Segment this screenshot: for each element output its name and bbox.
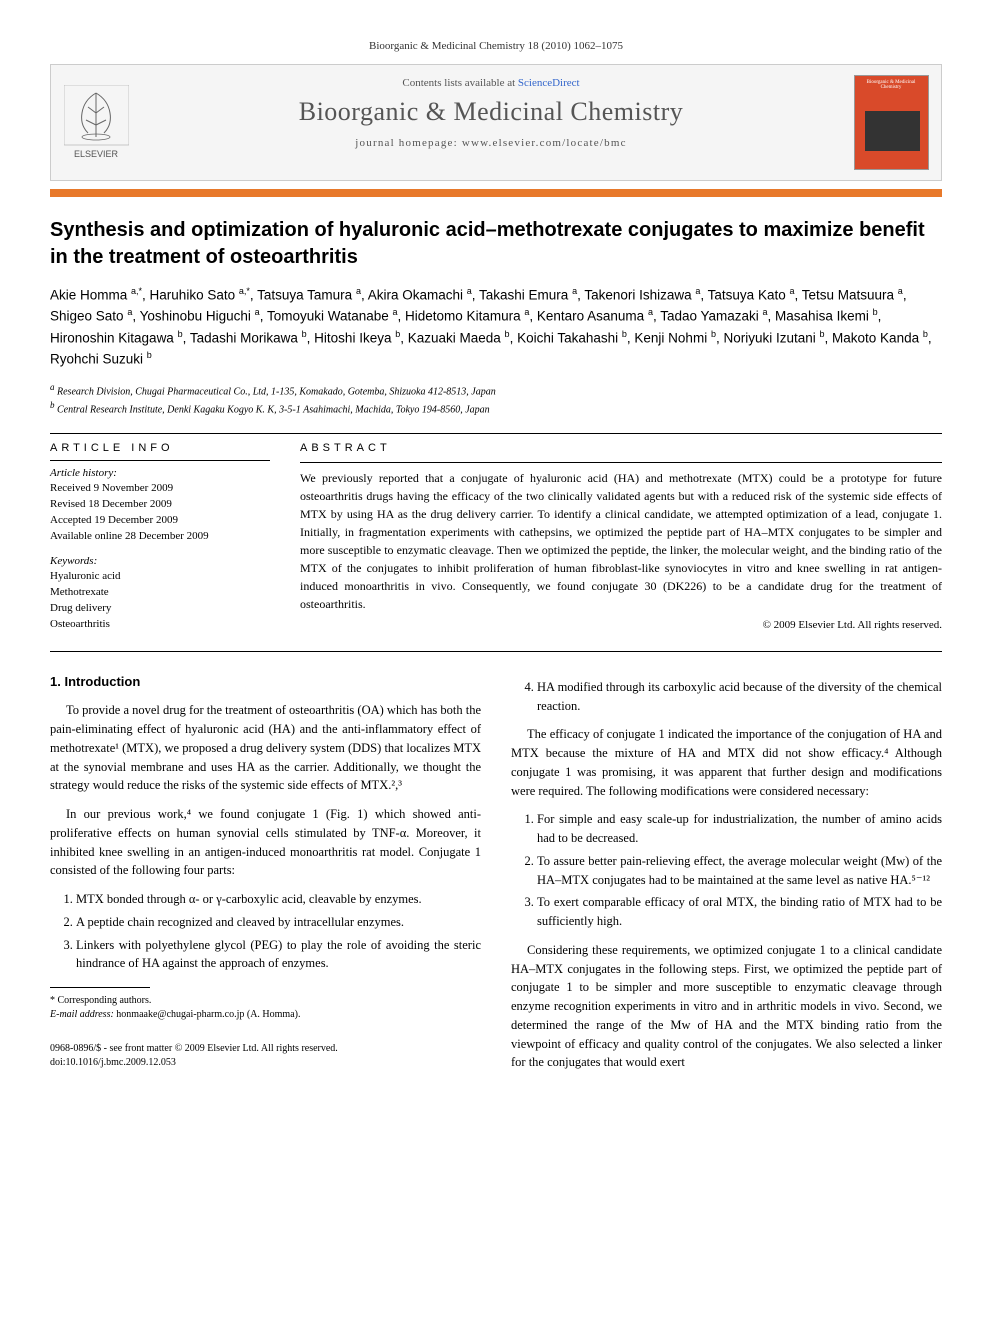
article-info-column: ARTICLE INFO Article history: Received 9… bbox=[50, 442, 270, 633]
journal-name: Bioorganic & Medicinal Chemistry bbox=[141, 97, 841, 127]
email-footnote: E-mail address: honmaake@chugai-pharm.co… bbox=[50, 1008, 481, 1022]
abstract-text: We previously reported that a conjugate … bbox=[300, 469, 942, 613]
contents-available-line: Contents lists available at ScienceDirec… bbox=[141, 77, 841, 89]
revised-date: Revised 18 December 2009 bbox=[50, 497, 270, 513]
abstract-divider bbox=[300, 462, 942, 463]
right-para-2: Considering these requirements, we optim… bbox=[511, 941, 942, 1072]
intro-para-1: To provide a novel drug for the treatmen… bbox=[50, 701, 481, 795]
received-date: Received 9 November 2009 bbox=[50, 481, 270, 497]
right-column: HA modified through its carboxylic acid … bbox=[511, 672, 942, 1082]
list-item: To exert comparable efficacy of oral MTX… bbox=[537, 893, 942, 931]
body-divider bbox=[50, 651, 942, 652]
header-center: Contents lists available at ScienceDirec… bbox=[141, 65, 841, 180]
keyword-2: Methotrexate bbox=[50, 585, 270, 601]
conjugate-parts-list-cont: HA modified through its carboxylic acid … bbox=[529, 678, 942, 716]
doi-line: doi:10.1016/j.bmc.2009.12.053 bbox=[50, 1056, 481, 1070]
corresponding-authors-note: * Corresponding authors. bbox=[50, 994, 481, 1008]
list-item: For simple and easy scale-up for industr… bbox=[537, 810, 942, 848]
cover-image-placeholder bbox=[865, 111, 920, 151]
list-item: MTX bonded through α- or γ-carboxylic ac… bbox=[76, 890, 481, 909]
intro-para-2: In our previous work,⁴ we found conjugat… bbox=[50, 805, 481, 880]
section-1-heading: 1. Introduction bbox=[50, 672, 481, 692]
abstract-column: ABSTRACT We previously reported that a c… bbox=[300, 442, 942, 633]
section-divider bbox=[50, 433, 942, 434]
email-label: E-mail address: bbox=[50, 1009, 114, 1020]
cover-title-text: Bioorganic & Medicinal Chemistry bbox=[859, 80, 924, 90]
list-item: Linkers with polyethylene glycol (PEG) t… bbox=[76, 936, 481, 974]
available-date: Available online 28 December 2009 bbox=[50, 529, 270, 545]
abstract-heading: ABSTRACT bbox=[300, 442, 942, 454]
accepted-date: Accepted 19 December 2009 bbox=[50, 513, 270, 529]
journal-homepage-link[interactable]: journal homepage: www.elsevier.com/locat… bbox=[141, 137, 841, 149]
keywords-heading: Keywords: bbox=[50, 555, 270, 567]
journal-cover-cell: Bioorganic & Medicinal Chemistry bbox=[841, 65, 941, 180]
accent-bar bbox=[50, 189, 942, 197]
affiliations-block: a Research Division, Chugai Pharmaceutic… bbox=[50, 381, 942, 418]
author-email-link[interactable]: honmaake@chugai-pharm.co.jp bbox=[116, 1009, 244, 1020]
contents-prefix: Contents lists available at bbox=[402, 77, 517, 89]
citation-line: Bioorganic & Medicinal Chemistry 18 (201… bbox=[50, 40, 942, 52]
email-attribution: (A. Homma). bbox=[247, 1009, 301, 1020]
affiliation-b: b Central Research Institute, Denki Kaga… bbox=[50, 399, 942, 417]
list-item: To assure better pain-relieving effect, … bbox=[537, 852, 942, 890]
keyword-3: Drug delivery bbox=[50, 601, 270, 617]
history-heading: Article history: bbox=[50, 467, 270, 479]
modifications-list: For simple and easy scale-up for industr… bbox=[529, 810, 942, 931]
journal-cover-thumbnail: Bioorganic & Medicinal Chemistry bbox=[854, 75, 929, 170]
keyword-1: Hyaluronic acid bbox=[50, 569, 270, 585]
footnote-separator bbox=[50, 987, 150, 988]
article-title: Synthesis and optimization of hyaluronic… bbox=[50, 217, 942, 271]
affiliation-a: a Research Division, Chugai Pharmaceutic… bbox=[50, 381, 942, 399]
info-divider bbox=[50, 460, 270, 461]
publisher-logo-cell: ELSEVIER bbox=[51, 65, 141, 180]
keyword-4: Osteoarthritis bbox=[50, 617, 270, 633]
list-item: HA modified through its carboxylic acid … bbox=[537, 678, 942, 716]
author-list: Akie Homma a,*, Haruhiko Sato a,*, Tatsu… bbox=[50, 285, 942, 371]
elsevier-tree-logo: ELSEVIER bbox=[64, 85, 129, 160]
footer-block: 0968-0896/$ - see front matter © 2009 El… bbox=[50, 1042, 481, 1070]
left-column: 1. Introduction To provide a novel drug … bbox=[50, 672, 481, 1082]
publisher-name: ELSEVIER bbox=[73, 149, 118, 159]
abstract-copyright: © 2009 Elsevier Ltd. All rights reserved… bbox=[300, 619, 942, 631]
sciencedirect-link[interactable]: ScienceDirect bbox=[518, 77, 580, 89]
right-para-1: The efficacy of conjugate 1 indicated th… bbox=[511, 725, 942, 800]
front-matter-line: 0968-0896/$ - see front matter © 2009 El… bbox=[50, 1042, 481, 1056]
conjugate-parts-list: MTX bonded through α- or γ-carboxylic ac… bbox=[68, 890, 481, 973]
list-item: A peptide chain recognized and cleaved b… bbox=[76, 913, 481, 932]
article-info-heading: ARTICLE INFO bbox=[50, 442, 270, 454]
journal-header-box: ELSEVIER Contents lists available at Sci… bbox=[50, 64, 942, 181]
